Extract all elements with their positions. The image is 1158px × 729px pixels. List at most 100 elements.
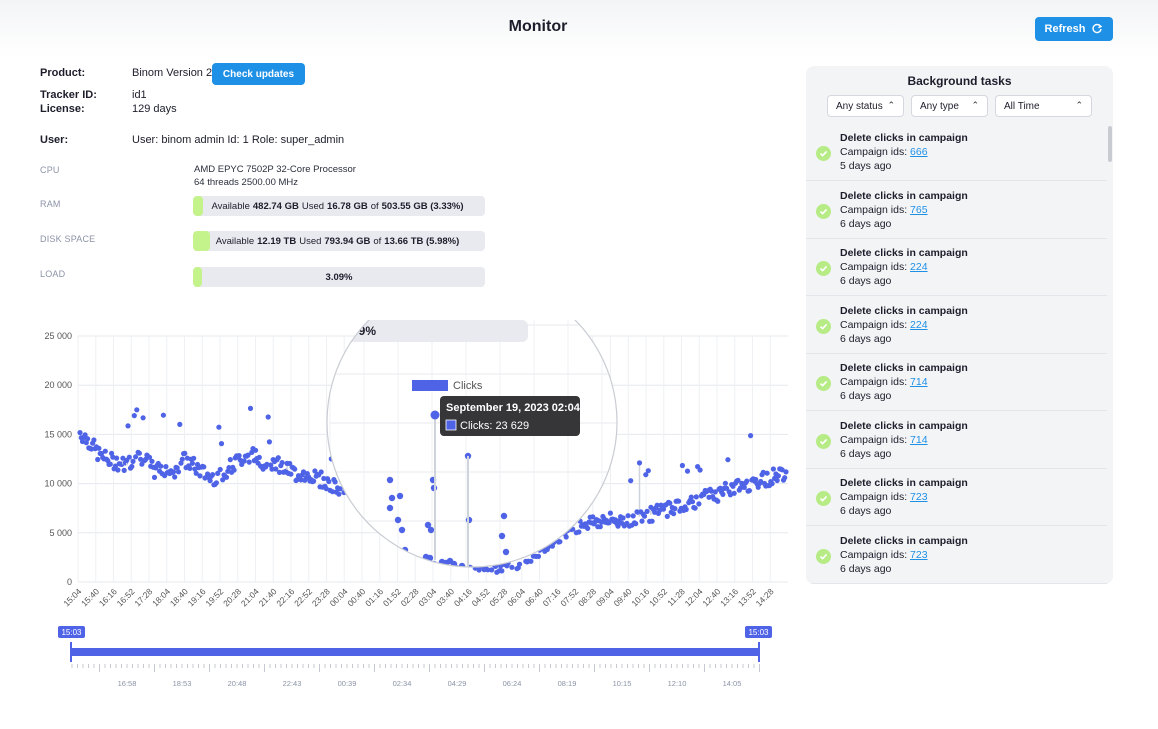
data-point xyxy=(689,499,696,505)
task-title: Delete clicks in campaign xyxy=(840,189,968,202)
data-point xyxy=(178,460,184,466)
data-point xyxy=(279,460,285,466)
data-point xyxy=(275,455,281,461)
campaign-id-link[interactable]: 714 xyxy=(910,433,928,446)
check-circle-icon xyxy=(816,146,831,161)
page-title: Monitor xyxy=(508,18,568,35)
data-point xyxy=(223,474,230,480)
disk-bar-text: Available 12.19 TB Used 793.94 GB of 13.66 … xyxy=(215,235,460,247)
data-point xyxy=(160,412,166,418)
data-point xyxy=(557,539,563,545)
range-end-badge xyxy=(745,626,772,638)
data-point xyxy=(725,457,731,463)
check-circle-icon xyxy=(816,548,831,564)
data-point xyxy=(424,521,432,529)
range-start-badge xyxy=(58,626,85,638)
campaign-id-link[interactable]: 224 xyxy=(910,261,928,273)
data-point xyxy=(693,494,699,500)
x-tick-label: 15:04 xyxy=(61,586,83,608)
data-point xyxy=(722,480,729,486)
data-point xyxy=(597,524,603,530)
data-point xyxy=(696,501,702,507)
data-point xyxy=(731,490,737,496)
data-point xyxy=(174,465,180,471)
task-campaign-ids: Campaign ids: 666 xyxy=(840,146,928,158)
task-title: Delete clicks in campaign xyxy=(840,477,968,489)
data-point xyxy=(114,455,120,461)
data-point xyxy=(197,473,203,479)
campaign-id-link[interactable]: 765 xyxy=(910,203,928,216)
x-tick-label: 18:40 xyxy=(168,586,190,608)
data-point xyxy=(298,477,304,483)
type-filter[interactable]: Any type ⌃ xyxy=(911,95,988,117)
task-time: 6 days ago xyxy=(840,505,892,517)
data-point xyxy=(88,446,94,452)
task-campaign-ids: Campaign ids: 224 xyxy=(840,318,928,331)
x-tick-label: 23:28 xyxy=(310,586,332,608)
campaign-id-link[interactable]: 224 xyxy=(910,318,928,331)
check-circle-icon xyxy=(816,203,831,219)
range-end-label: 15:03 xyxy=(748,628,769,637)
product-label: Product: xyxy=(40,67,86,79)
x-tick-label: 16:52 xyxy=(115,586,137,608)
y-tick-label: 0 xyxy=(67,577,72,587)
data-point xyxy=(664,513,670,519)
chevron-up-icon: ⌃ xyxy=(887,100,895,110)
data-point xyxy=(717,485,723,491)
task-list-scrollbar[interactable] xyxy=(1108,126,1112,162)
cpu-line1: AMD EPYC 7502P 32-Core Processor xyxy=(194,164,356,175)
data-point xyxy=(187,465,193,471)
x-tick-label: 03:40 xyxy=(434,586,456,608)
data-point xyxy=(292,466,298,472)
data-point xyxy=(146,454,153,460)
x-tick-label: 19:52 xyxy=(203,586,225,608)
refresh-label: Refresh xyxy=(1044,23,1086,35)
data-point xyxy=(91,437,97,443)
data-point xyxy=(692,505,698,511)
time-filter[interactable]: All Time ⌃ xyxy=(995,95,1092,117)
data-point xyxy=(783,469,789,475)
status-filter[interactable]: Any status ⌃ xyxy=(827,95,904,117)
tracker-id-value: id1 xyxy=(132,89,147,101)
data-point xyxy=(246,459,252,465)
data-point xyxy=(643,472,649,478)
data-point xyxy=(633,521,639,527)
data-point xyxy=(500,512,508,520)
data-point xyxy=(654,502,660,508)
data-point xyxy=(684,468,691,474)
data-point xyxy=(125,423,131,429)
range-tick-label: 16:58 xyxy=(118,679,137,688)
campaign-id-link[interactable]: 666 xyxy=(910,146,928,158)
clicks-chart[interactable]: 25 000 20 000 15 000 10 000 5 000 015:0415:40… xyxy=(30,320,800,695)
data-point xyxy=(774,477,780,484)
task-title: Delete clicks in campaign xyxy=(840,362,968,374)
chevron-up-icon: ⌃ xyxy=(1075,100,1083,110)
data-point xyxy=(131,413,137,419)
campaign-id-link[interactable]: 723 xyxy=(910,548,928,561)
data-point xyxy=(265,414,271,420)
data-point xyxy=(226,465,232,471)
task-title: Delete clicks in campaign xyxy=(840,247,968,259)
refresh-button[interactable]: Refresh xyxy=(1035,17,1113,41)
data-point xyxy=(85,436,91,442)
x-tick-label: 03:04 xyxy=(416,586,438,608)
x-tick-label: 10:52 xyxy=(647,586,669,608)
data-point xyxy=(191,455,197,461)
campaign-id-link[interactable]: 723 xyxy=(910,491,928,503)
cpu-label: CPU xyxy=(40,165,60,175)
data-point xyxy=(216,424,222,430)
campaign-id-link[interactable]: 714 xyxy=(910,376,928,388)
data-point xyxy=(735,477,741,483)
data-point xyxy=(288,471,294,477)
data-point xyxy=(499,568,505,574)
task-title: Delete clicks in campaign xyxy=(840,419,968,432)
data-point xyxy=(649,518,655,524)
tracker-id-label: Tracker ID: xyxy=(40,89,97,101)
x-tick-label: 07:16 xyxy=(541,586,563,608)
check-updates-button[interactable]: Check updates xyxy=(212,63,305,85)
data-point xyxy=(396,492,404,500)
x-tick-label: 02:28 xyxy=(399,586,421,608)
data-point xyxy=(193,470,199,476)
data-point xyxy=(218,441,225,447)
data-point xyxy=(227,457,233,463)
